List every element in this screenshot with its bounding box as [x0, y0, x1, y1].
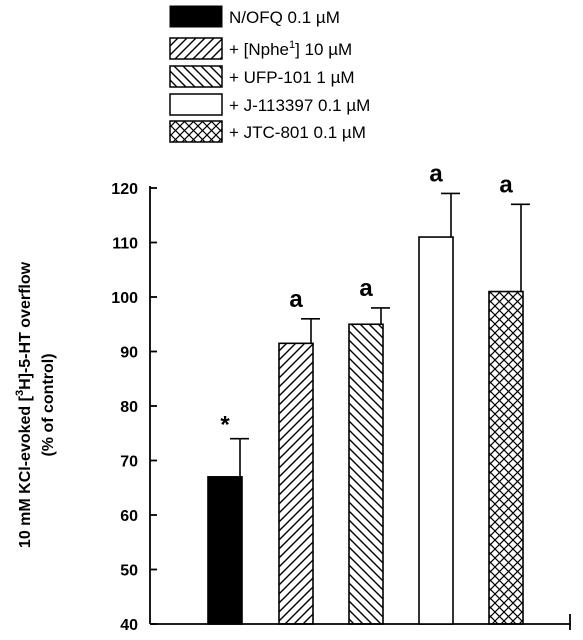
y-axis-label-line2: (% of control): [40, 353, 57, 456]
significance-marker: a: [429, 160, 443, 187]
bar: [278, 342, 314, 625]
legend-label: N/OFQ 0.1 µM: [229, 8, 340, 27]
y-tick-label: 110: [112, 236, 138, 253]
y-tick-label: 70: [120, 454, 138, 471]
legend-label-part: + [Nphe: [229, 40, 289, 59]
y-tick-label: 100: [111, 290, 138, 307]
legend-label: + UFP-101 1 µM: [229, 68, 355, 87]
y-axis-label-part: H]-5-HT overflow: [17, 261, 34, 390]
legend: N/OFQ 0.1 µM + [Nphe1] 10 µM + UFP-101 1…: [169, 5, 370, 143]
legend-item: + UFP-101 1 µM: [169, 65, 355, 88]
significance-marker: *: [220, 412, 230, 439]
y-tick-label: 40: [120, 617, 138, 634]
bar: [207, 476, 243, 625]
legend-label-part: ] 10 µM: [295, 40, 352, 59]
significance-marker: a: [359, 275, 373, 302]
y-tick-label: 60: [120, 508, 138, 525]
legend-label: + J-113397 0.1 µM: [229, 96, 370, 115]
legend-superscript: 1: [289, 39, 295, 51]
legend-swatch: [169, 120, 223, 143]
legend-label: + JTC-801 0.1 µM: [229, 123, 366, 142]
y-axis-label-part: 10 mM KCl-evoked [: [17, 395, 34, 548]
legend-item: N/OFQ 0.1 µM: [169, 5, 340, 28]
legend-label: + [Nphe1] 10 µM: [229, 39, 352, 59]
significance-marker: a: [289, 286, 303, 313]
y-tick-label: 80: [120, 399, 138, 416]
legend-item: + [Nphe1] 10 µM: [169, 37, 352, 60]
bar: [488, 290, 524, 625]
y-tick-label: 90: [120, 345, 138, 362]
legend-item: + JTC-801 0.1 µM: [169, 120, 366, 143]
bar: [348, 323, 384, 625]
y-tick-label: 120: [111, 181, 138, 198]
legend-swatch: [169, 5, 223, 28]
legend-swatch: [169, 93, 223, 116]
y-axis-label: 10 mM KCl-evoked [3H]-5-HT overflow: [14, 261, 34, 548]
legend-swatch: [169, 37, 223, 60]
legend-swatch: [169, 65, 223, 88]
y-tick-label: 50: [120, 563, 138, 580]
legend-item: + J-113397 0.1 µM: [169, 93, 370, 116]
y-axis-label-superscript: 3: [14, 390, 26, 396]
y-ticks: 40 50 60 70 80 90 100 110 120: [111, 181, 157, 634]
bar: [418, 236, 454, 625]
bars: * a a a a: [207, 160, 530, 625]
significance-marker: a: [499, 171, 513, 198]
